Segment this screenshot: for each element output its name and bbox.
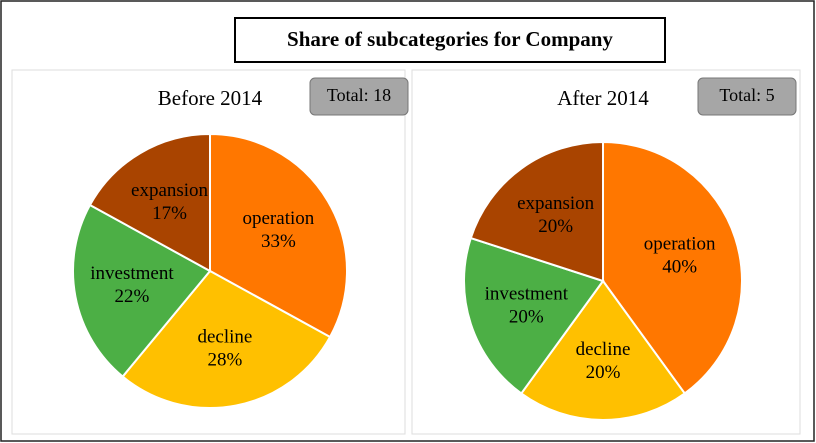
total-label: Total: 18 (327, 85, 391, 105)
pie-slice (121, 269, 332, 409)
slice-category: investment (485, 283, 569, 304)
slice-value-label: 40% (662, 256, 697, 277)
pie-slice (88, 132, 211, 273)
page-title: Share of subcategories for Company (287, 27, 613, 51)
slice-category: decline (197, 326, 252, 347)
slice-value-label: 17% (152, 203, 187, 224)
slice-value-label: 28% (207, 349, 242, 370)
pie-slice (209, 132, 348, 339)
chart-title: After 2014 (557, 86, 649, 110)
chart-title: Before 2014 (158, 86, 263, 110)
slice-value-label: 33% (261, 231, 296, 252)
slice-category: expansion (517, 193, 595, 214)
pie-slice (519, 279, 687, 421)
slice-value-label: 20% (586, 362, 621, 383)
total-box (697, 77, 797, 116)
total-label: Total: 5 (719, 85, 774, 105)
slice-category: operation (644, 233, 716, 254)
slice-category: operation (243, 208, 315, 229)
slice-category: investment (90, 263, 174, 284)
slice-value-label: 22% (115, 286, 150, 307)
pie-slice (602, 140, 743, 395)
slice-category: expansion (131, 180, 209, 201)
slice-category: decline (576, 339, 631, 360)
pie-slice (72, 203, 212, 378)
slice-value-label: 20% (509, 306, 544, 327)
pie-slice (463, 236, 605, 395)
pie-slice (469, 140, 604, 283)
total-box (309, 77, 409, 116)
slice-value-label: 20% (538, 216, 573, 237)
title-box (234, 17, 666, 63)
